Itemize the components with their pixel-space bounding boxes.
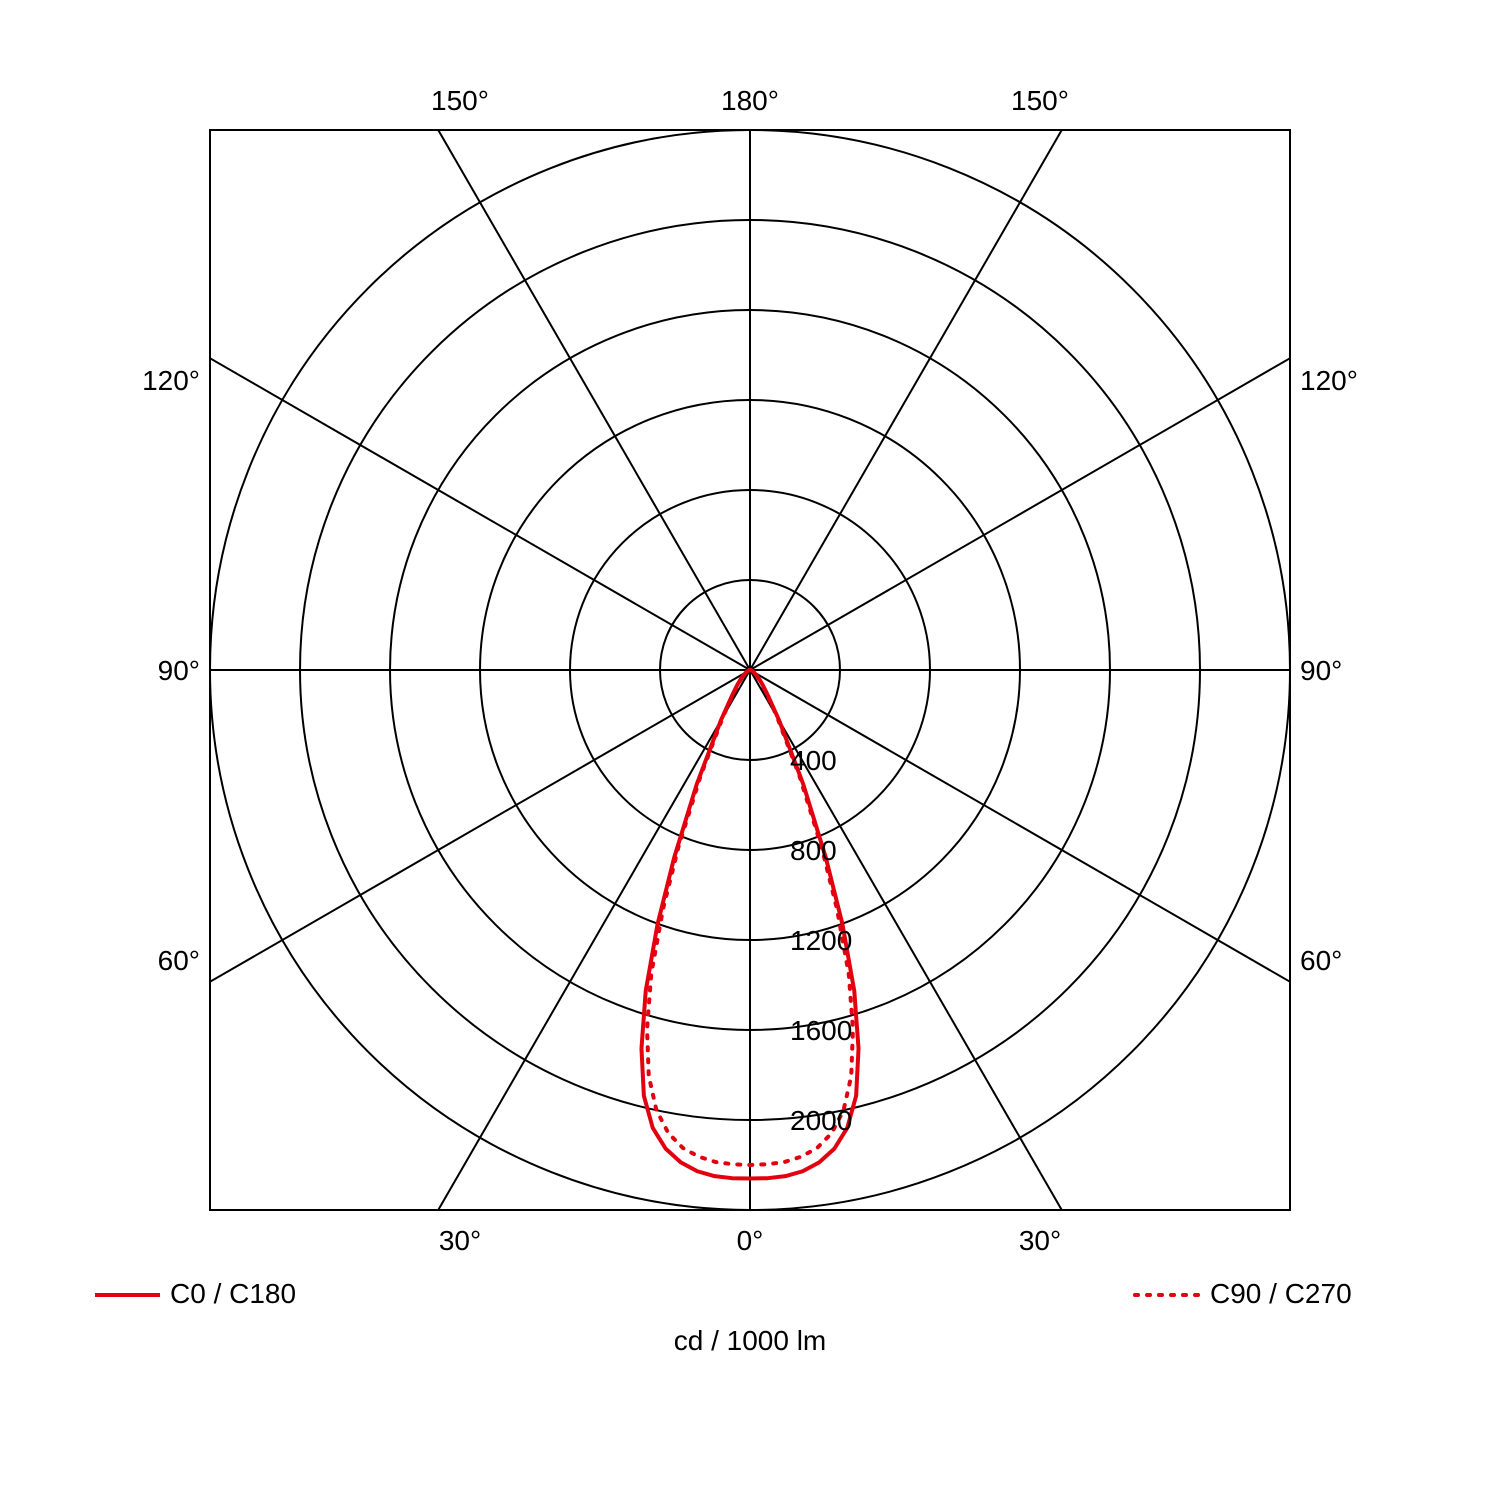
angle-label-180: 180° (721, 85, 779, 116)
angle-label-30-right: 30° (1019, 1225, 1061, 1256)
angle-label-90-right: 90° (1300, 655, 1342, 686)
ring-label: 1200 (790, 925, 852, 956)
angle-label-60-left: 60° (158, 945, 200, 976)
angle-label-150-right: 150° (1011, 85, 1069, 116)
ring-label: 800 (790, 835, 837, 866)
ring-label: 400 (790, 745, 837, 776)
legend-label-c0: C0 / C180 (170, 1278, 296, 1309)
ring-label: 2000 (790, 1105, 852, 1136)
legend-label-c90: C90 / C270 (1210, 1278, 1352, 1309)
angle-label-120-right: 120° (1300, 365, 1358, 396)
axis-title: cd / 1000 lm (674, 1325, 827, 1356)
angle-label-150-left: 150° (431, 85, 489, 116)
angle-label-0: 0° (737, 1225, 764, 1256)
angle-label-30-left: 30° (439, 1225, 481, 1256)
ring-label: 1600 (790, 1015, 852, 1046)
angle-label-60-right: 60° (1300, 945, 1342, 976)
angle-label-120-left: 120° (142, 365, 200, 396)
polar-chart: 400 800 1200 1600 2000 180° 150° 150° 120° 1… (0, 0, 1500, 1500)
angle-label-90-left: 90° (158, 655, 200, 686)
